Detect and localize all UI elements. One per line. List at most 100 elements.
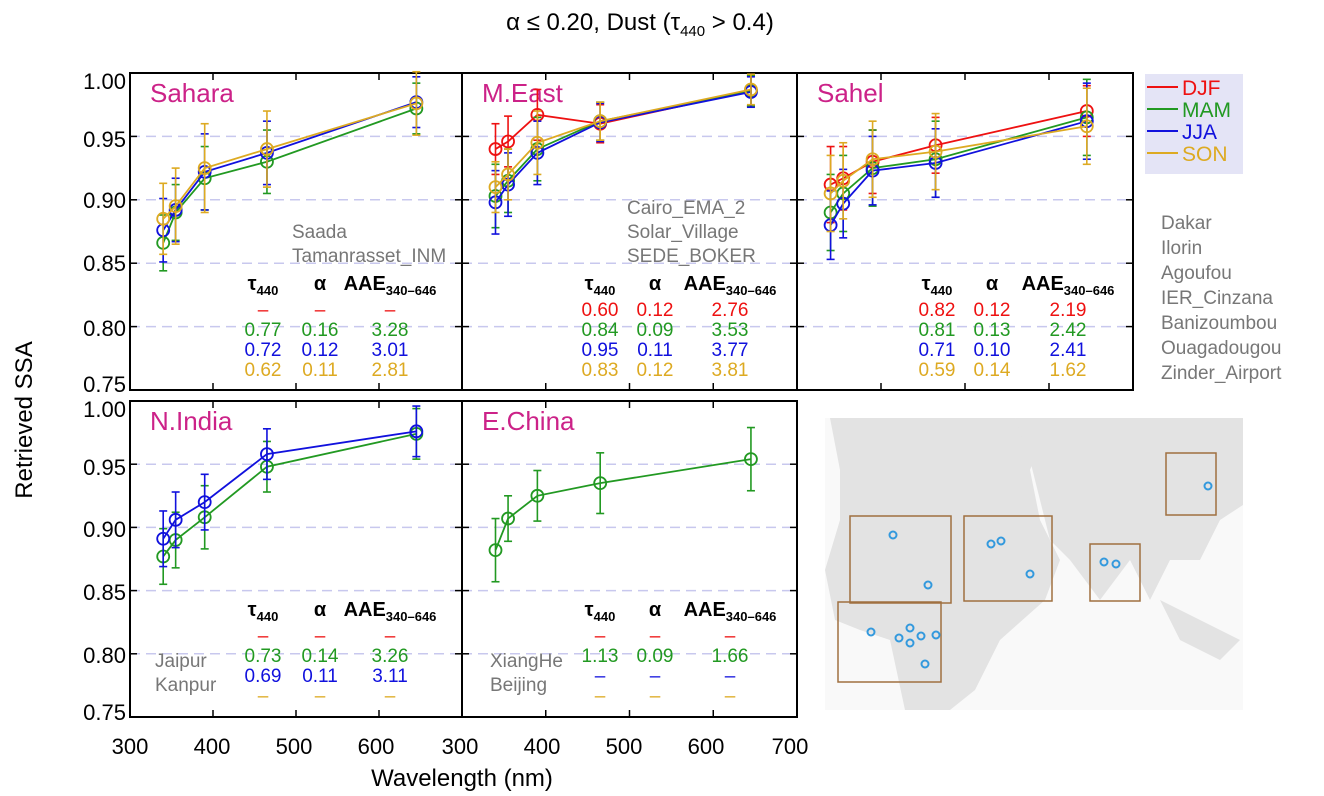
table-cell: 0.09 bbox=[637, 646, 674, 667]
data-point bbox=[488, 142, 503, 156]
table-cell: – bbox=[650, 626, 661, 647]
table-cell: 3.11 bbox=[372, 666, 408, 687]
table-cell: 0.73 bbox=[245, 646, 282, 667]
y-tick-label: 0.85 bbox=[83, 580, 126, 605]
table-cell: – bbox=[385, 626, 396, 647]
map-land-africa-europe bbox=[825, 418, 1060, 710]
map-site-dot bbox=[894, 633, 904, 643]
data-point bbox=[865, 152, 880, 167]
x-tick-label: 300 bbox=[112, 734, 149, 759]
site-name: Ouagadougou bbox=[1161, 338, 1281, 359]
table-cell: 3.26 bbox=[372, 646, 409, 667]
table-header-alpha: α bbox=[986, 273, 999, 295]
series-line bbox=[162, 102, 417, 220]
y-tick-labels-top: 1.00 0.95 0.90 0.85 0.80 0.75 bbox=[83, 69, 126, 397]
site-name: Dakar bbox=[1161, 213, 1212, 234]
data-point bbox=[501, 134, 515, 149]
table-cell: 0.71 bbox=[919, 340, 956, 361]
site-name: Tamanrasset_INM bbox=[292, 246, 446, 267]
table-cell: – bbox=[650, 686, 661, 707]
data-point bbox=[744, 82, 758, 97]
region-title: E.China bbox=[482, 406, 575, 436]
site-name: XiangHe bbox=[490, 651, 563, 672]
map-site-dot bbox=[1025, 569, 1035, 579]
table-cell: 0.13 bbox=[974, 320, 1011, 341]
table-cell: 1.13 bbox=[582, 646, 619, 667]
table-cell: 0.83 bbox=[582, 360, 619, 381]
site-name: Zinder_Airport bbox=[1161, 363, 1282, 384]
x-tick-label: 400 bbox=[194, 734, 231, 759]
data-point bbox=[409, 424, 424, 439]
site-name: SEDE_BOKER bbox=[627, 246, 756, 267]
site-name: Solar_Village bbox=[627, 222, 739, 243]
data-point bbox=[168, 199, 183, 214]
table-cell: 0.10 bbox=[974, 340, 1011, 361]
map-site-dot bbox=[905, 623, 915, 633]
table-cell: 0.72 bbox=[245, 340, 282, 361]
data-point bbox=[197, 161, 212, 176]
series-jja bbox=[156, 405, 424, 568]
y-tick-label: 0.80 bbox=[83, 316, 126, 341]
table-cell: – bbox=[385, 300, 396, 321]
x-axis-label: Wavelength (nm) bbox=[371, 765, 553, 792]
table-cell: 2.42 bbox=[1050, 320, 1087, 341]
table-cell: 0.77 bbox=[245, 320, 282, 341]
legend: DJF MAM JJA SON bbox=[1145, 74, 1243, 174]
table-cell: 0.81 bbox=[919, 320, 956, 341]
data-point bbox=[501, 167, 515, 182]
data-point bbox=[501, 511, 515, 526]
region-title: N.India bbox=[150, 406, 233, 436]
table-cell: – bbox=[385, 686, 396, 707]
table-cell: – bbox=[725, 686, 736, 707]
table-cell: – bbox=[650, 666, 661, 687]
x-tick-label: 600 bbox=[688, 734, 725, 759]
table-cell: 0.11 bbox=[637, 340, 673, 361]
region-title: Sahel bbox=[817, 78, 884, 108]
table-cell: 0.69 bbox=[245, 666, 282, 687]
map-site-dot bbox=[923, 580, 933, 590]
table-cell: – bbox=[725, 626, 736, 647]
figure-title: α ≤ 0.20, Dust (τ440 > 0.4) bbox=[506, 9, 774, 40]
table-cell: 0.95 bbox=[582, 340, 619, 361]
map-site-dot bbox=[916, 631, 926, 641]
data-point bbox=[260, 142, 274, 156]
legend-label-mam: MAM bbox=[1182, 99, 1231, 122]
table-cell: 0.11 bbox=[302, 360, 338, 381]
table-cell: 0.14 bbox=[974, 360, 1011, 381]
map-box-sahel bbox=[837, 601, 942, 683]
table-cell: – bbox=[258, 626, 269, 647]
map-site-dot bbox=[905, 638, 915, 648]
data-point bbox=[744, 452, 758, 467]
data-point bbox=[409, 96, 424, 111]
table-header-aae: AAE340–646 bbox=[344, 273, 437, 298]
table-cell: – bbox=[258, 300, 269, 321]
site-name: Cairo_EMA_2 bbox=[627, 198, 745, 219]
table-cell: – bbox=[595, 626, 606, 647]
panels: Sahara Saada Tamanrasset_INM τ440 α AAE340–64… bbox=[129, 70, 1134, 718]
table-header-alpha: α bbox=[314, 273, 327, 295]
map-site-dot bbox=[888, 530, 898, 540]
y-tick-label: 0.95 bbox=[83, 127, 126, 152]
data-point bbox=[156, 531, 171, 546]
x-tick-label: 600 bbox=[358, 734, 395, 759]
table-cell: 1.62 bbox=[1050, 360, 1087, 381]
region-title: M.East bbox=[482, 78, 564, 108]
region-map bbox=[825, 418, 1243, 710]
x-tick-label: 400 bbox=[524, 734, 561, 759]
site-name: IER_Cinzana bbox=[1161, 288, 1273, 309]
map-site-dot bbox=[920, 659, 930, 669]
site-name: Jaipur bbox=[155, 651, 207, 672]
table-cell: 0.12 bbox=[974, 300, 1011, 321]
series-mam bbox=[488, 426, 758, 583]
data-point bbox=[488, 543, 503, 558]
legend-label-djf: DJF bbox=[1182, 77, 1221, 100]
map-land-asia bbox=[1015, 418, 1243, 600]
x-tick-label: 300 bbox=[442, 734, 479, 759]
table-cell: 3.53 bbox=[712, 320, 749, 341]
map-box-meast bbox=[963, 515, 1053, 602]
table-cell: 3.81 bbox=[712, 360, 749, 381]
data-point bbox=[156, 211, 171, 226]
y-tick-label: 1.00 bbox=[83, 69, 126, 94]
legend-label-son: SON bbox=[1182, 143, 1228, 166]
